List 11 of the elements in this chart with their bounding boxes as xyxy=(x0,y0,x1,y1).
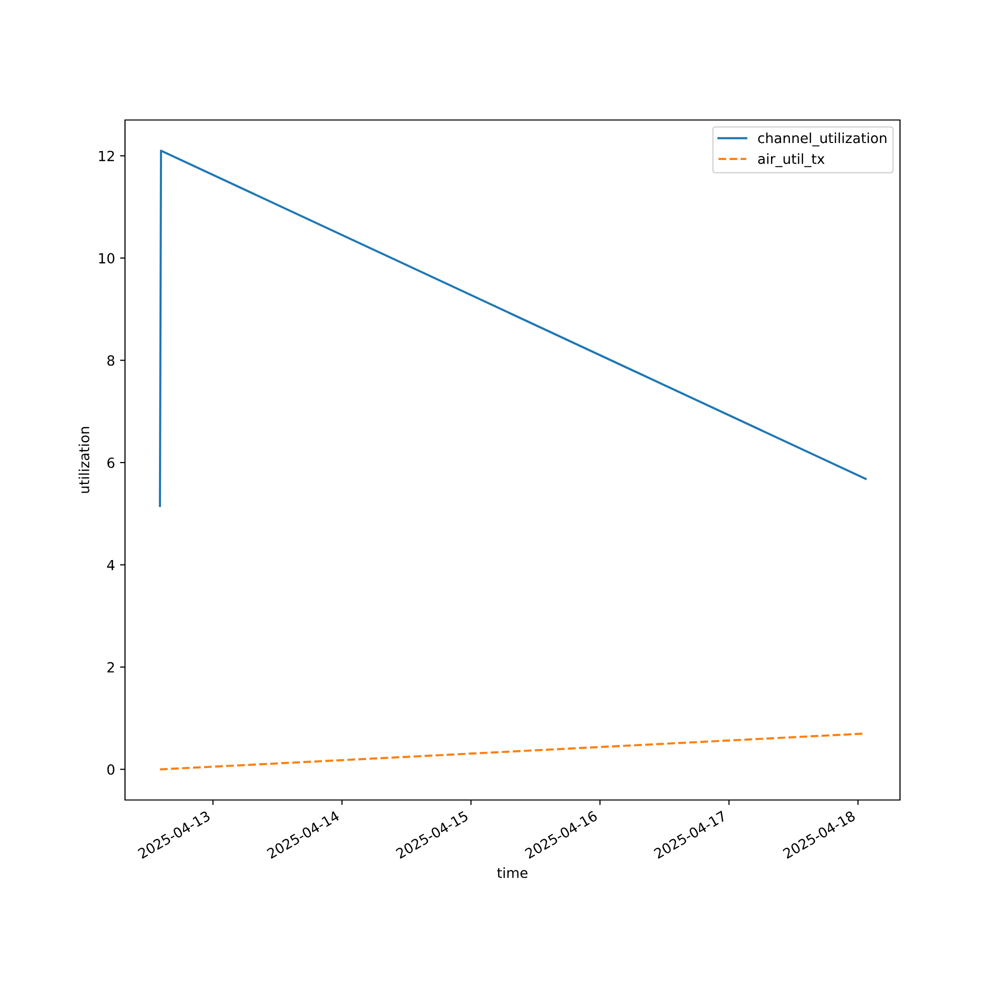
y-tick-label: 10 xyxy=(99,253,114,264)
y-tick-label: 6 xyxy=(107,458,114,468)
y-tick-label: 8 xyxy=(107,355,114,366)
x-axis-title: time xyxy=(497,867,528,878)
legend-label: channel_utilization xyxy=(758,132,886,146)
y-tick-label: 2 xyxy=(107,662,114,672)
y-axis-title: utilization xyxy=(78,427,90,493)
y-tick-label: 12 xyxy=(99,150,114,162)
y-tick-label: 4 xyxy=(107,560,114,570)
y-tick-label: 0 xyxy=(107,764,114,775)
legend-label: air_util_tx xyxy=(758,153,825,168)
